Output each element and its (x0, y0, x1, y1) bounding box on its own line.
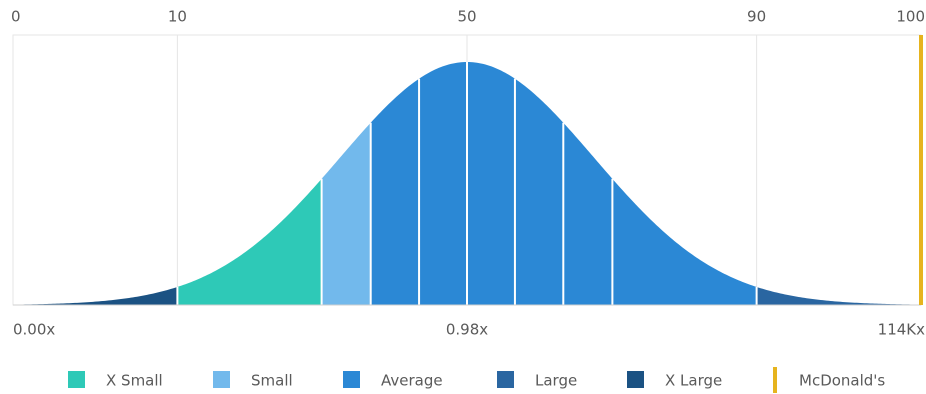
legend-swatch (68, 371, 85, 388)
legend-swatch (497, 371, 514, 388)
legend-swatch (213, 371, 230, 388)
x-tick-label: 0 (11, 8, 21, 26)
x-tick-label: 100 (896, 8, 925, 26)
x-tick-label: 50 (457, 8, 476, 26)
multiple-label: 0.00x (13, 321, 55, 339)
legend-label: Small (251, 372, 293, 390)
legend-label: X Large (665, 372, 722, 390)
legend-swatch (773, 367, 777, 393)
multiple-label: 114Kx (878, 321, 925, 339)
legend-label: Average (381, 372, 443, 390)
legend-label: McDonald's (799, 372, 885, 390)
distribution-band (612, 178, 757, 305)
distribution-band (13, 286, 178, 305)
legend-swatch (627, 371, 644, 388)
distribution-band (756, 286, 921, 305)
x-tick-label: 90 (747, 8, 766, 26)
distribution-band (321, 122, 371, 305)
legend-label: X Small (106, 372, 163, 390)
distribution-band (419, 62, 467, 305)
distribution-band (467, 62, 515, 305)
legend-label: Large (535, 372, 577, 390)
legend-swatch (343, 371, 360, 388)
distribution-band (370, 78, 420, 306)
distribution-band (177, 178, 322, 305)
distribution-band (563, 122, 613, 305)
x-tick-label: 10 (168, 8, 187, 26)
distribution-band (514, 78, 564, 306)
multiple-label: 0.98x (446, 321, 488, 339)
